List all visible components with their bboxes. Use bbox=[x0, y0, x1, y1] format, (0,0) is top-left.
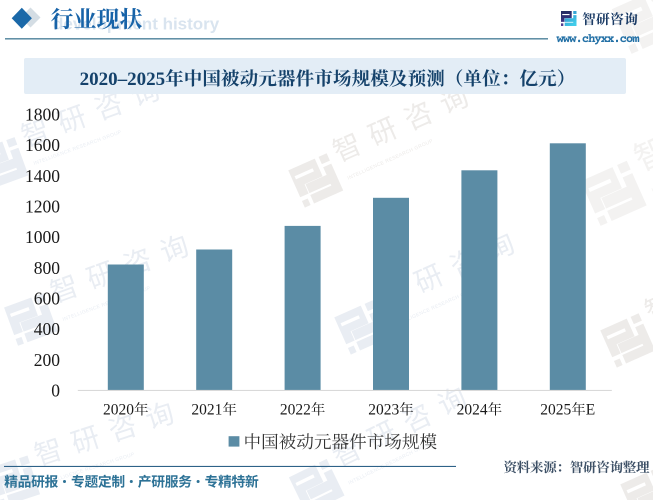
svg-text:2022: 2022 bbox=[280, 402, 311, 419]
svg-text:2020–2025: 2020–2025 bbox=[80, 69, 166, 90]
svg-text:E: E bbox=[586, 402, 595, 419]
svg-text:0: 0 bbox=[51, 381, 60, 401]
svg-text:development history: development history bbox=[53, 15, 220, 34]
svg-text:2021: 2021 bbox=[191, 402, 222, 419]
svg-text:1400: 1400 bbox=[25, 166, 60, 186]
svg-text:1800: 1800 bbox=[25, 105, 60, 125]
svg-text:600: 600 bbox=[34, 289, 61, 309]
svg-text:1200: 1200 bbox=[25, 197, 60, 217]
svg-text:2020: 2020 bbox=[103, 402, 134, 419]
svg-text:1000: 1000 bbox=[25, 227, 60, 247]
svg-text:2025: 2025 bbox=[540, 402, 571, 419]
svg-text:2023: 2023 bbox=[368, 402, 399, 419]
svg-text:1600: 1600 bbox=[25, 135, 60, 155]
svg-text:2024: 2024 bbox=[457, 402, 488, 419]
svg-text:200: 200 bbox=[34, 350, 61, 370]
svg-text:800: 800 bbox=[34, 258, 61, 278]
svg-text:400: 400 bbox=[34, 319, 61, 339]
